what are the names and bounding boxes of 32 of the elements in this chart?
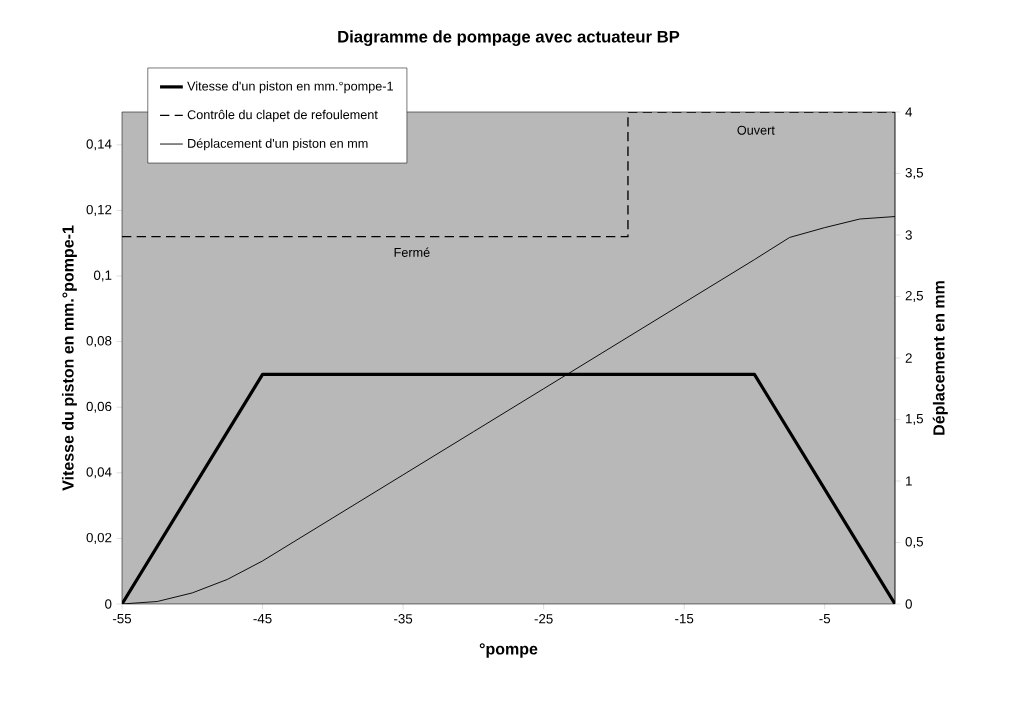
- y-axis-title: Vitesse du piston en mm.°pompe-1: [61, 225, 77, 491]
- y2-tick-label: 1,5: [906, 414, 924, 425]
- y-tick-label: 0,08: [86, 336, 112, 348]
- x-tick-label: -15: [675, 614, 694, 624]
- y-tick-label: 0,14: [86, 139, 112, 151]
- x-tick-label: -35: [394, 614, 413, 624]
- x-axis-title: °pompe: [479, 643, 538, 658]
- x-tick-label: -5: [819, 614, 831, 624]
- y2-tick-label: 2: [905, 353, 912, 363]
- y-tick-label: 0,1: [93, 270, 112, 282]
- legend-label: Contrôle du clapet de refoulement: [187, 109, 378, 122]
- y2-tick-label: 1: [906, 476, 912, 486]
- y2-axis-title: Déplacement en mm: [932, 281, 948, 435]
- x-tick-label: -25: [534, 614, 553, 624]
- x-tick-label: -55: [112, 614, 132, 624]
- y2-tick-label: 2,5: [905, 290, 924, 303]
- y2-tick-label: 3,5: [905, 167, 924, 180]
- y-tick-label: 0,12: [86, 204, 112, 216]
- y-tick-label: 0,06: [86, 401, 112, 413]
- y-tick-label: 0,02: [86, 532, 112, 544]
- annotation: Fermé: [394, 247, 430, 257]
- annotation: Ouvert: [737, 125, 775, 135]
- x-tick-label: -45: [253, 614, 272, 624]
- y2-tick-label: 0: [905, 599, 912, 609]
- legend-label: Déplacement d'un piston en mm: [188, 138, 368, 151]
- chart-title: Diagramme de pompage avec actuateur BP: [338, 30, 680, 46]
- y-tick-label: 0: [105, 599, 112, 609]
- y2-tick-label: 4: [905, 107, 913, 117]
- legend-label: Vitesse d'un piston en mm.°pompe-1: [187, 81, 393, 94]
- y2-tick-label: 3: [905, 230, 912, 240]
- y-tick-label: 0,04: [86, 467, 112, 479]
- y2-tick-label: 0,5: [905, 536, 924, 548]
